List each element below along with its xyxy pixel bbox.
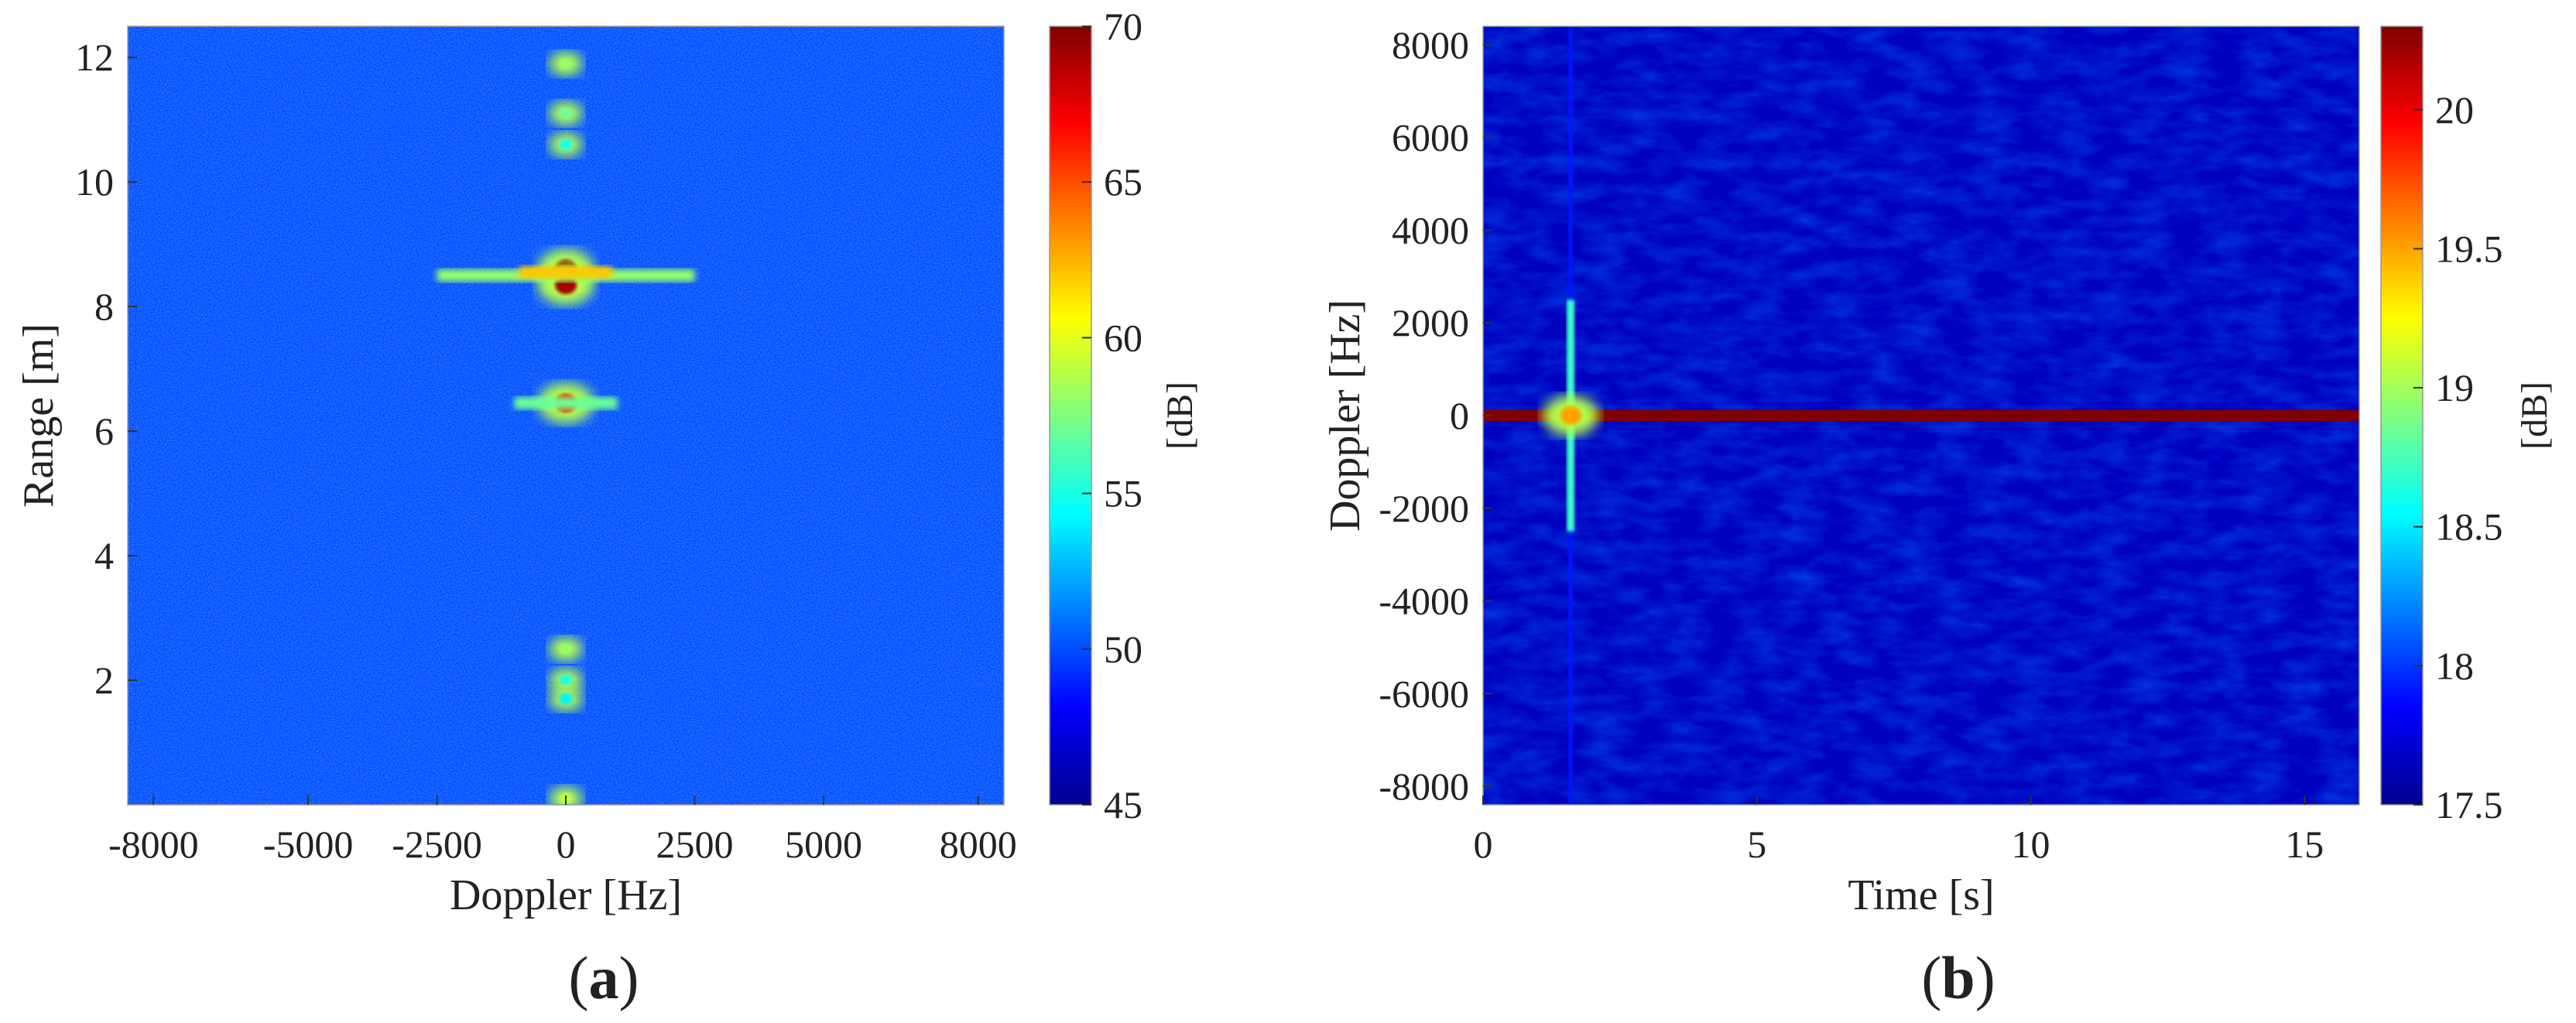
panel-b-ytick-label: -2000: [1379, 487, 1469, 530]
panel-b-xtick-label: 5: [1747, 823, 1766, 866]
panel-a-label: (a): [569, 944, 639, 1011]
panel-a-feature-blob: [559, 693, 573, 705]
panel-a-feature-horizontal-spread: [519, 265, 612, 279]
panel-b-colorbar-tick-label: 19.5: [2435, 227, 2503, 270]
panel-b-letter: b: [1941, 944, 1975, 1011]
panel-a-ytick-label: 4: [94, 534, 114, 577]
panel-b-ylabel: Doppler [Hz]: [1321, 299, 1369, 532]
panel-b-ytick-label: -4000: [1379, 580, 1469, 623]
panel-a-ytick-label: 6: [94, 409, 114, 453]
panel-b-colorbar-label: [dB]: [2514, 381, 2555, 450]
panel-a-colorbar-tick-label: 60: [1104, 316, 1142, 359]
panel-b-colorbar-tick-label: 19: [2435, 366, 2474, 409]
panel-a-xtick-label: -5000: [263, 823, 354, 866]
panel-b-ytick-label: -8000: [1379, 765, 1469, 808]
panel-a-heatmap: [128, 26, 1004, 805]
panel-a: -8000 -5000 -2500 0 2500 5000 8000 2 4 6 8 10 12 Dop…: [15, 5, 1201, 1011]
panel-b-feature-blob: [1560, 406, 1582, 425]
panel-b-heatmap: [1483, 26, 2359, 805]
panel-b-ytick-label: 8000: [1392, 23, 1469, 67]
panel-b-xtick-label: 0: [1474, 823, 1493, 866]
panel-b-colorbar-tick-label: 20: [2435, 88, 2474, 132]
panel-b-colorbar-tick-label: 18.5: [2435, 505, 2503, 549]
panel-a-colorbar-tick-label: 70: [1104, 5, 1142, 48]
panel-a-letter: a: [589, 944, 619, 1011]
panel-b-xtick-label: 10: [2012, 823, 2050, 866]
panel-a-colorbar-tick-label: 65: [1104, 160, 1142, 204]
panel-a-ytick-label: 10: [75, 160, 114, 204]
panel-a-xtick-label: 0: [557, 823, 576, 866]
panel-b: 0 5 10 15 -8000 -6000 -4000 -2000 0 2000 4000 6000 8…: [1321, 23, 2555, 1011]
panel-a-features: [437, 26, 695, 805]
panel-b-ytick-label: 6000: [1392, 116, 1469, 159]
panel-a-ylabel: Range [m]: [15, 323, 63, 508]
panel-a-xtick-label: 2500: [656, 823, 733, 866]
panel-b-colorbar: 17.5 18 18.5 19 19.5 20 [dB]: [2380, 26, 2555, 826]
panel-a-feature-blob: [559, 108, 573, 119]
panel-a-ticks: -8000 -5000 -2500 0 2500 5000 8000 2 4 6 8 10 12: [75, 36, 1017, 866]
panel-a-colorbar-gradient: [1049, 26, 1092, 806]
panel-b-xtick-label: 15: [2285, 823, 2324, 866]
panel-b-features: [1483, 26, 2359, 805]
panel-a-xtick-label: 8000: [940, 823, 1017, 866]
panel-a-feature-blob: [559, 58, 573, 70]
panel-b-colorbar-tick-label: 17.5: [2435, 783, 2503, 826]
panel-a-colorbar-tick-label: 50: [1104, 628, 1142, 671]
panel-a-feature-blob: [559, 674, 573, 686]
panel-a-xtick-label: -2500: [392, 823, 482, 866]
panel-a-colorbar-label: [dB]: [1160, 381, 1201, 450]
panel-b-colorbar-tick-label: 18: [2435, 644, 2474, 687]
panel-b-ytick-label: 2000: [1392, 301, 1469, 344]
panel-a-colorbar-tick-label: 55: [1104, 472, 1142, 515]
panel-a-ytick-label: 2: [94, 659, 114, 702]
panel-a-ytick-label: 8: [94, 285, 114, 328]
panel-a-feature-horizontal-spread: [514, 396, 618, 409]
panel-a-xtick-label: 5000: [785, 823, 862, 866]
panel-a-colorbar-tick-label: 45: [1104, 783, 1142, 826]
panel-b-ytick-label: -6000: [1379, 672, 1469, 715]
panel-a-ytick-label: 12: [75, 36, 114, 79]
panel-a-xlabel: Doppler [Hz]: [450, 871, 682, 919]
panel-b-colorbar-gradient: [2380, 26, 2424, 806]
panel-a-feature-blob: [559, 139, 573, 151]
panel-a-xtick-label: -8000: [108, 823, 199, 866]
panel-b-label: (b): [1921, 944, 1995, 1011]
panel-b-feature-horizontal-line-core: [1483, 414, 2359, 417]
panel-b-ticks: 0 5 10 15 -8000 -6000 -4000 -2000 0 2000 4000 6000 8…: [1379, 23, 2324, 866]
panel-b-colorbar-ticks: 17.5 18 18.5 19 19.5 20: [2413, 88, 2503, 826]
panel-a-feature-blob: [559, 643, 573, 655]
panel-b-ytick-label: 4000: [1392, 208, 1469, 251]
panel-a-colorbar-ticks: 45 50 55 60 65 70: [1082, 5, 1142, 826]
panel-a-colorbar: 45 50 55 60 65 70 [dB]: [1049, 5, 1201, 826]
panel-b-xlabel: Time [s]: [1848, 871, 1994, 919]
panel-b-ytick-label: 0: [1450, 394, 1469, 437]
